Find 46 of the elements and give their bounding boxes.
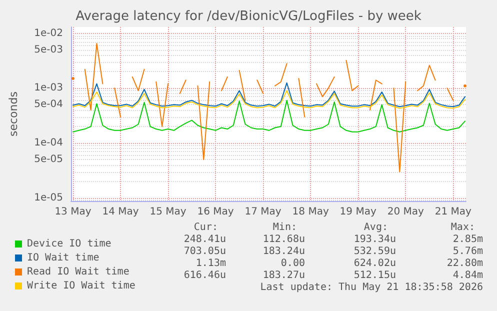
x-tick-label: 13 May bbox=[54, 206, 92, 218]
x-tick-label: 19 May bbox=[340, 206, 376, 218]
text: 512.15u bbox=[354, 270, 396, 282]
y-tick-label: 1e-03 bbox=[34, 82, 63, 94]
line-series bbox=[72, 100, 466, 132]
text: Avg: bbox=[364, 222, 388, 234]
text: 22.80m bbox=[446, 258, 483, 270]
text: 183.27u bbox=[262, 270, 305, 282]
text: 4.84m bbox=[452, 270, 483, 282]
text: 624.02u bbox=[354, 258, 396, 270]
line-series bbox=[72, 90, 466, 109]
y-tick-label: 5e-05 bbox=[34, 154, 63, 166]
y-tick-label: 5e-03 bbox=[34, 44, 63, 56]
x-tick-label: 20 May bbox=[387, 206, 424, 218]
x-tick-label: 14 May bbox=[102, 206, 139, 218]
text: 183.24u bbox=[262, 246, 305, 258]
text: 112.68u bbox=[262, 234, 305, 246]
x-tick-label: 21 May bbox=[434, 206, 472, 218]
y-tick-label: 1e-05 bbox=[34, 192, 63, 204]
y-tick-label: 5e-04 bbox=[34, 99, 63, 110]
x-tick-label: 15 May bbox=[150, 206, 186, 218]
text: 193.34u bbox=[354, 234, 396, 246]
x-tick-label: 17 May bbox=[244, 206, 282, 218]
x-tick-label: 16 May bbox=[197, 206, 234, 218]
legend-label: IO Wait time bbox=[27, 252, 100, 264]
text: Last update: Thu May 21 18:35:58 2026 bbox=[260, 282, 483, 294]
text: Max: bbox=[450, 222, 475, 234]
text: Min: bbox=[272, 222, 297, 234]
y-tick-label: 1e-02 bbox=[34, 28, 63, 39]
y-tick-label: 1e-04 bbox=[34, 138, 63, 149]
x-tick-label: 18 May bbox=[292, 206, 329, 218]
text: 248.41u bbox=[184, 234, 226, 246]
text: 616.46u bbox=[184, 270, 226, 282]
legend-label: Device IO time bbox=[27, 238, 112, 250]
text: 1.13m bbox=[196, 258, 226, 270]
text: 2.85m bbox=[452, 234, 483, 246]
legend-label: Write IO Wait time bbox=[27, 280, 136, 292]
text: 5.76m bbox=[452, 246, 483, 258]
text: 0.00 bbox=[280, 258, 305, 270]
chart-title: Average latency for /dev/BionicVG/LogFiles - by week bbox=[76, 9, 422, 24]
y-axis-title: seconds bbox=[7, 91, 20, 136]
text: Cur: bbox=[194, 222, 218, 234]
text: 532.59u bbox=[354, 246, 396, 258]
text: 703.05u bbox=[184, 246, 226, 258]
legend-label: Read IO Wait time bbox=[27, 266, 130, 278]
line-series bbox=[72, 82, 466, 108]
